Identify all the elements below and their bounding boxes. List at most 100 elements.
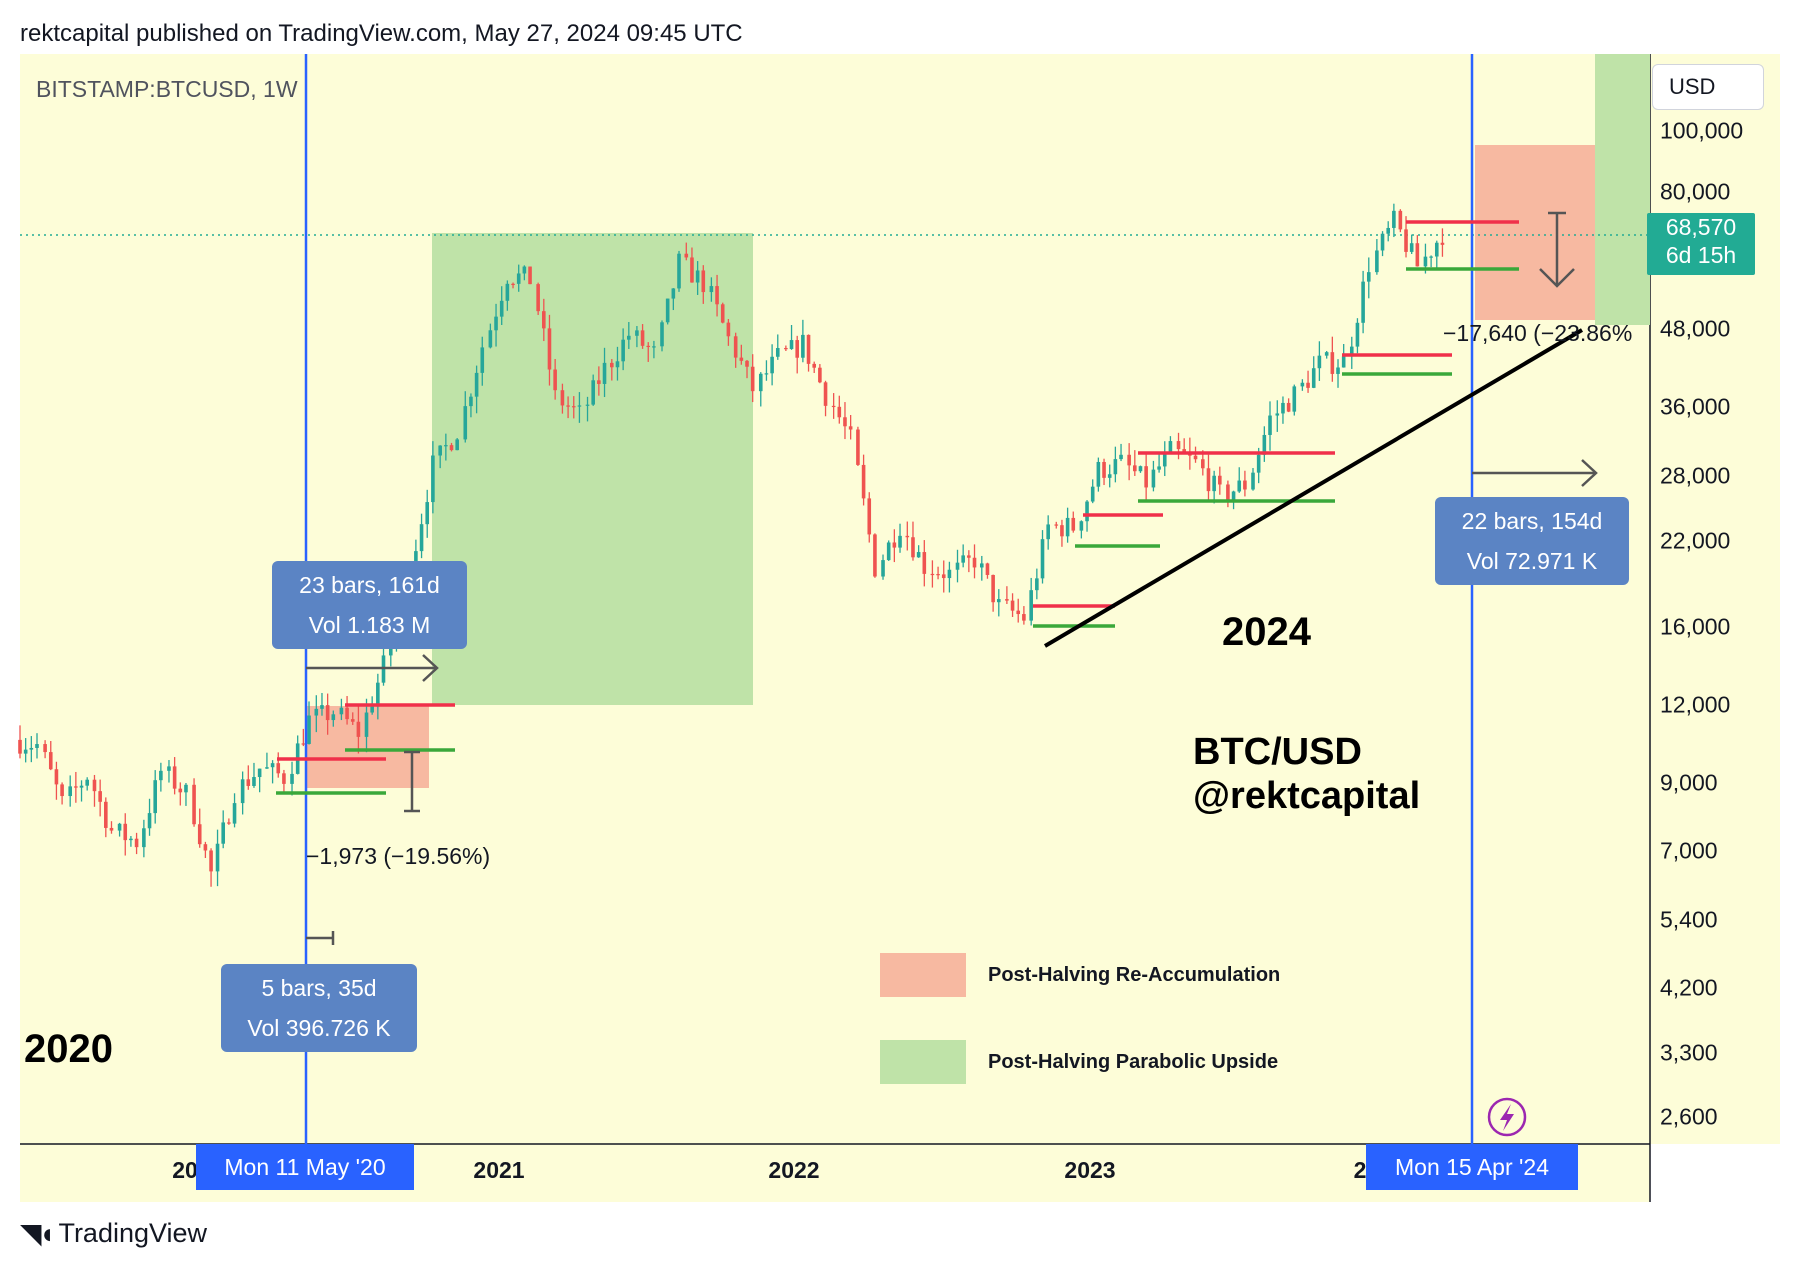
candle-body	[1300, 382, 1305, 387]
candle-body	[276, 763, 281, 774]
measure-volume: Vol 1.183 M	[308, 612, 431, 638]
candle-body	[494, 316, 498, 331]
y-tick: 5,400	[1660, 906, 1718, 933]
candle-body	[597, 380, 601, 384]
range-arrow-2024-head	[1581, 459, 1598, 487]
candle-body	[203, 844, 208, 851]
candle-body	[547, 328, 552, 370]
candle-body	[232, 803, 237, 824]
legend-item-reaccumulation: Post-Halving Re-Accumulation	[880, 953, 1280, 997]
candle-body	[1035, 578, 1039, 591]
candle-body	[1423, 256, 1428, 267]
candle-body	[1107, 474, 1112, 478]
candle-body	[577, 405, 582, 407]
candle-body	[1016, 610, 1021, 615]
candle-body	[739, 357, 744, 361]
candle-body	[301, 743, 306, 745]
drawdown-label-2024: −17,640 (−23.86%	[1443, 320, 1633, 346]
candle-body	[68, 786, 72, 797]
candle-body	[98, 791, 102, 802]
candle-body	[1256, 454, 1261, 473]
candle-body	[1060, 525, 1064, 537]
symbol-label[interactable]: BITSTAMP:BTCUSD, 1W	[36, 76, 298, 102]
candle-body	[153, 780, 158, 814]
candle-body	[1176, 441, 1181, 450]
candle-body	[1119, 454, 1123, 460]
candle-body	[246, 779, 251, 786]
candle-body	[227, 822, 231, 824]
candle-body	[1375, 250, 1379, 273]
currency-button[interactable]: USD	[1652, 64, 1764, 110]
candle-body	[610, 362, 614, 368]
candle-body	[325, 705, 330, 721]
candle-body	[290, 773, 294, 784]
candle-body	[192, 784, 196, 825]
measure-volume: Vol 72.971 K	[1466, 548, 1598, 574]
candle-body	[720, 304, 725, 323]
candle-body	[856, 429, 860, 465]
candle-body	[109, 827, 114, 831]
tradingview-logo[interactable]: ◥◖ TradingView	[20, 1217, 207, 1250]
candle-body	[985, 563, 990, 575]
candle-body	[806, 334, 811, 364]
measure-label-2024-range: 22 bars, 154d Vol 72.971 K	[1435, 497, 1629, 585]
candle-body	[1380, 233, 1385, 251]
candle-body	[516, 273, 521, 284]
candle-body	[684, 253, 689, 258]
candle-body	[252, 777, 256, 786]
candle-body	[1138, 466, 1143, 472]
candle-body	[536, 284, 540, 312]
candle-body	[60, 784, 64, 797]
y-tick: 2,600	[1660, 1103, 1718, 1130]
candle-body	[1029, 590, 1033, 621]
candle-body	[1182, 449, 1186, 454]
candle-body	[197, 824, 202, 845]
candle-body	[1102, 461, 1106, 478]
candle-body	[178, 788, 183, 793]
candle-body	[764, 373, 769, 375]
candle-body	[117, 823, 122, 831]
candle-body	[1133, 465, 1137, 472]
candle-body	[967, 555, 971, 558]
candle-body	[350, 719, 355, 722]
candle-body	[701, 270, 706, 293]
lightning-icon[interactable]	[1487, 1097, 1527, 1137]
candle-body	[511, 283, 515, 286]
candle-body	[1090, 486, 1095, 502]
drawdown-label-2020: −1,973 (−19.56%)	[306, 843, 491, 869]
candle-body	[474, 372, 479, 397]
candle-body	[104, 801, 108, 828]
legend-label: Post-Halving Re-Accumulation	[988, 963, 1281, 986]
y-tick: 16,000	[1660, 613, 1731, 640]
x-tick: 20	[172, 1157, 198, 1183]
candle-body	[43, 744, 47, 753]
candle-body	[695, 270, 700, 283]
watermark-pair: BTC/USD	[1193, 731, 1362, 773]
price-candles	[18, 203, 1445, 887]
candle-body	[745, 360, 749, 367]
candle-body	[916, 552, 921, 558]
candle-body	[733, 336, 738, 358]
y-tick: 100,000	[1660, 117, 1744, 144]
candle-body	[1317, 355, 1322, 369]
candle-body	[1193, 455, 1198, 460]
uptrend-line	[1043, 328, 1584, 648]
candle-body	[1355, 322, 1360, 347]
support-resistance-lines	[276, 220, 1519, 795]
candle-body	[947, 569, 952, 579]
candle-body	[29, 747, 34, 750]
candle-body	[1306, 382, 1310, 388]
candle-body	[1434, 242, 1439, 257]
candle-body	[1085, 501, 1089, 522]
candle-body	[364, 712, 369, 737]
candle-body	[370, 706, 374, 713]
candle-body	[873, 534, 877, 577]
candle-body	[1415, 243, 1420, 267]
candle-body	[1275, 413, 1280, 416]
candle-body	[571, 406, 576, 408]
candle-body	[282, 773, 286, 784]
measure-bars: 23 bars, 161d	[299, 572, 440, 598]
candle-body	[499, 300, 504, 317]
candle-body	[602, 362, 607, 384]
candle-body	[1429, 256, 1433, 258]
